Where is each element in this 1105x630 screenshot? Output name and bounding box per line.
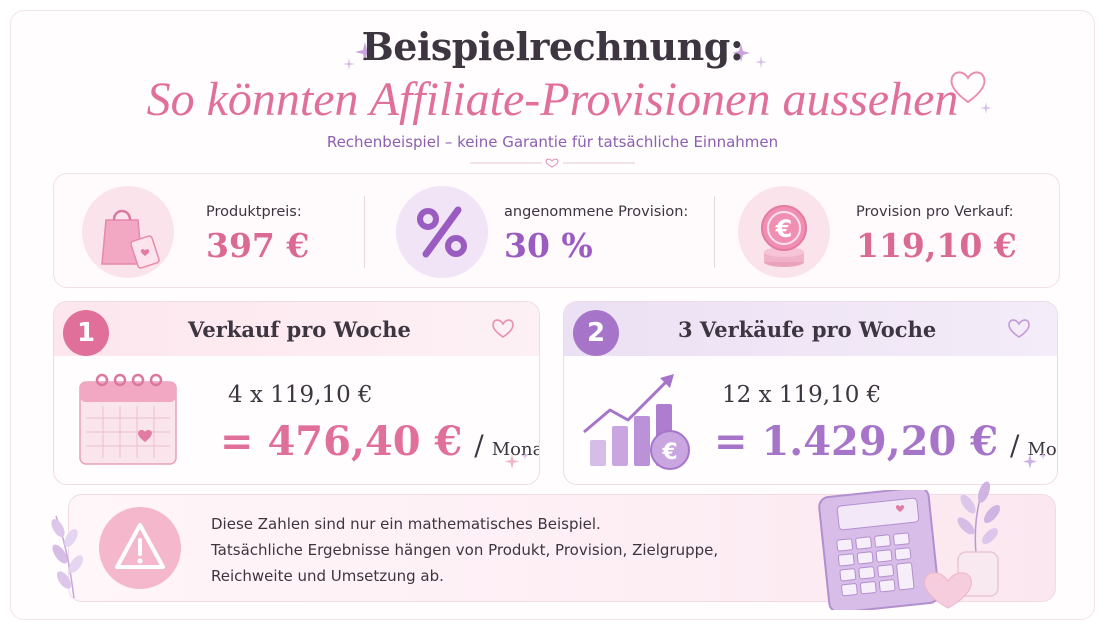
svg-text:€: € [775, 215, 793, 243]
heart-icon [1008, 319, 1030, 338]
product-price-value: 397 € [206, 226, 310, 265]
scenario-result-line: = 476,40 € / Monat [220, 418, 539, 465]
scenario-card-header [54, 302, 539, 356]
calculator-icon [818, 490, 940, 610]
shopping-bag-icon [101, 209, 160, 269]
scenario-result: = 476,40 € [220, 418, 463, 465]
leaf-branch-icon [51, 515, 84, 599]
scenario-calculation: 4 x 119,10 € [228, 382, 373, 408]
disclaimer-line-2: Tatsächliche Ergebnisse hängen von Produ… [211, 541, 719, 559]
result-unit: Monat [491, 439, 539, 460]
scenario-title: 3 Verkäufe pro Woche [678, 317, 937, 342]
scenario-result-line: = 1.429,20 € / Monat [714, 418, 1057, 465]
scenario-number-badge: 1 [63, 310, 109, 356]
result-slash: / [1010, 429, 1020, 462]
calendar-icon [79, 373, 177, 465]
sparkle-icon [505, 452, 529, 469]
scenario-card-1: 1 Verkauf pro Woche 4 x 119,10 € = 476,4… [53, 301, 540, 485]
sparkle-icon [732, 44, 767, 68]
result-unit: Monat [1027, 439, 1057, 460]
disclaimer-line-3: Reichweite und Umsetzung ab. [211, 567, 444, 585]
warning-icon [115, 523, 165, 569]
svg-text:€: € [661, 440, 677, 465]
commission-per-sale-label: Provision pro Verkauf: [856, 204, 1014, 220]
scenario-result: = 1.429,20 € [714, 418, 999, 465]
sparkle-icon [343, 42, 375, 70]
result-slash: / [474, 429, 484, 462]
commission-rate-icon-circle [396, 186, 488, 278]
sparkle-icon [1023, 452, 1047, 469]
product-price-label: Produktpreis: [206, 204, 302, 220]
euro-coins-icon: € [761, 205, 807, 267]
scenario-card-header [564, 302, 1057, 356]
stat-divider [714, 196, 715, 268]
disclaimer-line-1: Diese Zahlen sind nur ein mathematisches… [211, 515, 601, 533]
page-headline: So könnten Affiliate-Provisionen aussehe… [146, 73, 959, 126]
product-price-icon-circle [82, 186, 174, 278]
divider-heart-icon [470, 158, 635, 168]
page-subtitle: Rechenbeispiel – keine Garantie für tats… [326, 133, 779, 151]
growth-chart-icon: € [583, 374, 690, 470]
scenario-calculation: 12 x 119,10 € [722, 382, 882, 408]
percent-icon [417, 206, 467, 258]
commission-rate-value: 30 % [504, 226, 593, 265]
heart-icon [492, 319, 514, 338]
commission-per-sale-icon-circle: € [738, 186, 830, 278]
scenario-title: Verkauf pro Woche [188, 317, 411, 342]
stats-panel: Produktpreis: 397 € angenommene Provisio… [53, 173, 1060, 288]
commission-rate-label: angenommene Provision: [504, 204, 689, 220]
warning-icon-circle [99, 507, 181, 589]
commission-per-sale-value: 119,10 € [856, 226, 1017, 265]
scenario-number-badge: 2 [573, 310, 619, 356]
stat-divider [364, 196, 365, 268]
scenario-card-2: 2 3 Verkäufe pro Woche € 12 x 119,10 € =… [563, 301, 1058, 485]
plant-pot-icon [924, 481, 1001, 609]
page-title: Beispielrechnung: [361, 24, 744, 69]
heart-icon [950, 71, 992, 114]
